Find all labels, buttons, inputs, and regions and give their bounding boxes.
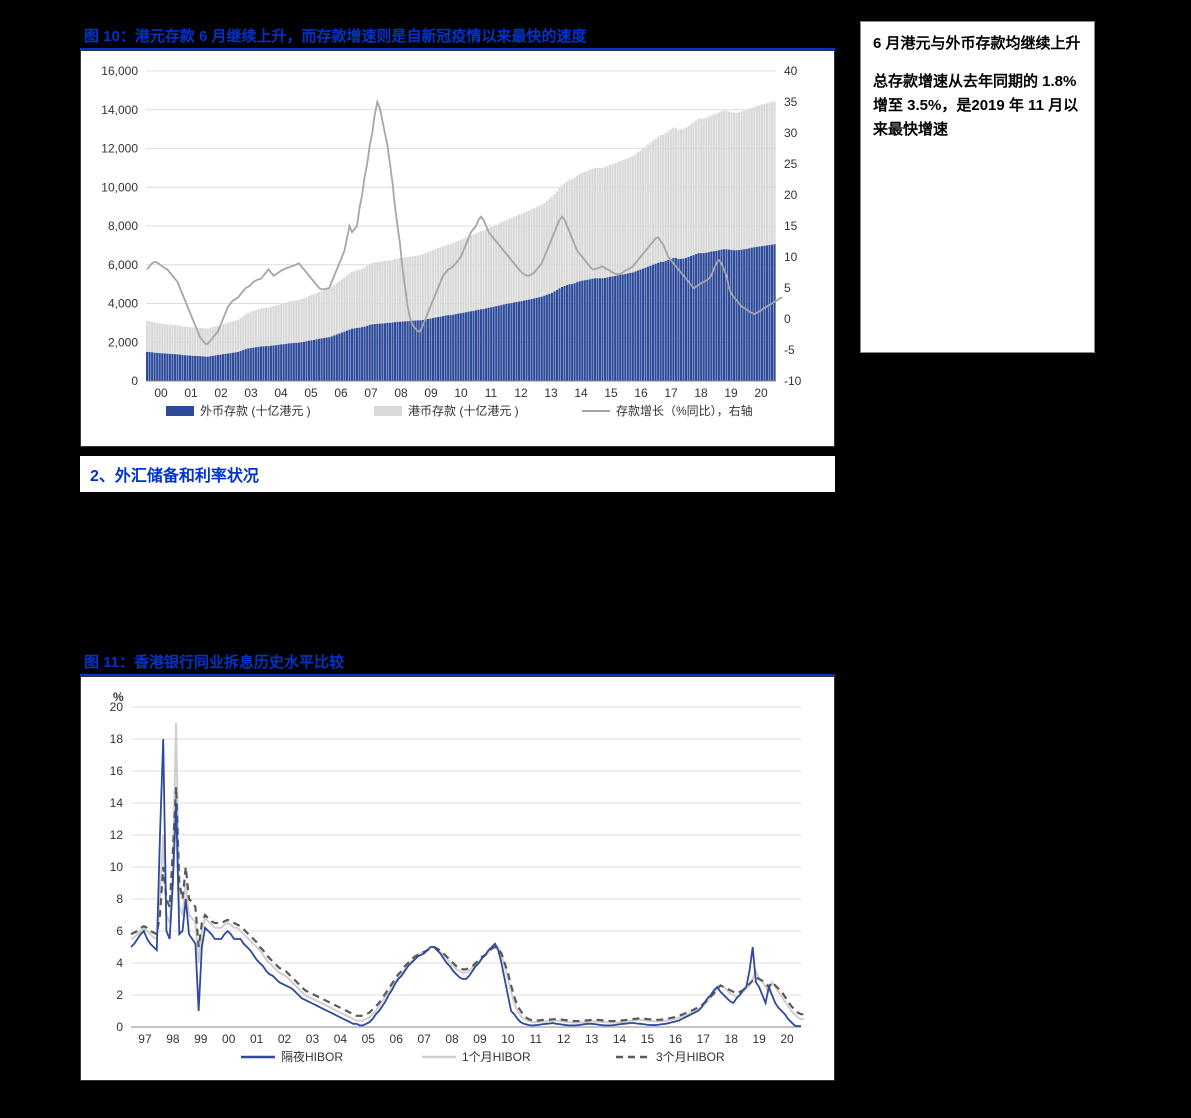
svg-text:16,000: 16,000 [101, 64, 138, 78]
svg-text:04: 04 [334, 1032, 348, 1046]
svg-text:17: 17 [697, 1032, 711, 1046]
chart11-svg: 02468101214161820%9798990001020304050607… [81, 677, 834, 1075]
chart10-container: 图 10：港元存款 6 月继续上升，而存款增速则是自新冠疫情以来最快的速度 02… [80, 21, 835, 447]
svg-text:港币存款 (十亿港元 ): 港币存款 (十亿港元 ) [408, 403, 519, 418]
section2-header-text: 2、外汇储备和利率状况 [90, 468, 259, 485]
svg-text:07: 07 [417, 1032, 431, 1046]
svg-text:98: 98 [166, 1032, 180, 1046]
svg-text:14: 14 [574, 386, 588, 400]
svg-text:04: 04 [274, 386, 288, 400]
svg-text:06: 06 [390, 1032, 404, 1046]
svg-text:2,000: 2,000 [108, 335, 138, 349]
svg-text:09: 09 [473, 1032, 487, 1046]
chart10-svg: 0 2,000 4,000 6,000 8,000 10,000 12,000 14,000 1… [81, 51, 834, 441]
section2-header: 2、外汇储备和利率状况 [80, 456, 835, 492]
svg-text:10: 10 [454, 386, 468, 400]
svg-text:12: 12 [110, 828, 124, 842]
svg-text:05: 05 [304, 386, 318, 400]
svg-text:3个月HIBOR: 3个月HIBOR [656, 1050, 725, 1064]
svg-text:01: 01 [184, 386, 198, 400]
svg-text:08: 08 [445, 1032, 459, 1046]
svg-text:8,000: 8,000 [108, 219, 138, 233]
svg-text:14: 14 [110, 796, 124, 810]
svg-text:外币存款 (十亿港元 ): 外币存款 (十亿港元 ) [200, 403, 311, 418]
svg-text:2: 2 [116, 988, 123, 1002]
svg-text:03: 03 [306, 1032, 320, 1046]
svg-text:14: 14 [613, 1032, 627, 1046]
svg-text:18: 18 [694, 386, 708, 400]
chart11-title: 图 11：香港银行同业拆息历史水平比较 [80, 647, 835, 676]
chart10-box: 0 2,000 4,000 6,000 8,000 10,000 12,000 14,000 1… [80, 50, 835, 447]
svg-text:20: 20 [780, 1032, 794, 1046]
svg-text:6: 6 [116, 924, 123, 938]
sidebar-para2: 总存款增速从去年同期的 1.8%增至 3.5%，是2019 年 11 月以来最快… [873, 70, 1082, 142]
svg-text:10: 10 [501, 1032, 515, 1046]
svg-text:18: 18 [110, 732, 124, 746]
sidebar-para1: 6 月港元与外币存款均继续上升 [873, 32, 1082, 56]
svg-text:20: 20 [754, 386, 768, 400]
svg-text:05: 05 [362, 1032, 376, 1046]
svg-text:35: 35 [784, 95, 798, 109]
svg-text:11: 11 [530, 1032, 543, 1046]
svg-text:15: 15 [784, 219, 798, 233]
svg-text:-10: -10 [784, 374, 802, 388]
svg-text:1个月HIBOR: 1个月HIBOR [462, 1050, 531, 1064]
sidebar-commentary: 6 月港元与外币存款均继续上升 总存款增速从去年同期的 1.8%增至 3.5%，… [860, 21, 1095, 353]
svg-text:99: 99 [194, 1032, 208, 1046]
svg-text:13: 13 [585, 1032, 599, 1046]
svg-text:40: 40 [784, 64, 798, 78]
svg-text:-5: -5 [784, 343, 795, 357]
svg-text:20: 20 [784, 188, 798, 202]
svg-text:02: 02 [214, 386, 228, 400]
svg-text:07: 07 [364, 386, 378, 400]
svg-text:03: 03 [244, 386, 258, 400]
svg-text:12: 12 [557, 1032, 571, 1046]
svg-text:隔夜HIBOR: 隔夜HIBOR [281, 1049, 343, 1064]
chart11-container: 图 11：香港银行同业拆息历史水平比较 02468101214161820%97… [80, 647, 835, 1081]
svg-text:8: 8 [116, 892, 123, 906]
svg-text:97: 97 [138, 1032, 152, 1046]
svg-text:06: 06 [334, 386, 348, 400]
svg-text:25: 25 [784, 157, 798, 171]
svg-text:11: 11 [485, 386, 498, 400]
svg-text:00: 00 [222, 1032, 236, 1046]
svg-text:6,000: 6,000 [108, 258, 138, 272]
svg-text:09: 09 [424, 386, 438, 400]
svg-text:12: 12 [514, 386, 528, 400]
svg-text:10: 10 [110, 860, 124, 874]
chart11-box: 02468101214161820%9798990001020304050607… [80, 676, 835, 1081]
svg-text:0: 0 [784, 312, 791, 326]
svg-text:30: 30 [784, 126, 798, 140]
svg-text:5: 5 [784, 281, 791, 295]
svg-text:10: 10 [784, 250, 798, 264]
svg-text:02: 02 [278, 1032, 292, 1046]
svg-text:0: 0 [116, 1020, 123, 1034]
svg-text:16: 16 [669, 1032, 683, 1046]
svg-text:15: 15 [641, 1032, 655, 1046]
svg-text:18: 18 [725, 1032, 739, 1046]
svg-text:15: 15 [604, 386, 618, 400]
svg-text:19: 19 [752, 1032, 766, 1046]
svg-text:00: 00 [154, 386, 168, 400]
svg-text:14,000: 14,000 [101, 103, 138, 117]
svg-text:01: 01 [250, 1032, 264, 1046]
svg-text:12,000: 12,000 [101, 142, 138, 156]
svg-text:16: 16 [110, 764, 124, 778]
svg-text:0: 0 [131, 374, 138, 388]
chart10-title: 图 10：港元存款 6 月继续上升，而存款增速则是自新冠疫情以来最快的速度 [80, 21, 835, 50]
svg-text:19: 19 [724, 386, 738, 400]
svg-text:10,000: 10,000 [101, 180, 138, 194]
svg-text:13: 13 [544, 386, 558, 400]
svg-text:4,000: 4,000 [108, 297, 138, 311]
svg-text:%: % [113, 690, 124, 704]
svg-text:08: 08 [394, 386, 408, 400]
svg-text:17: 17 [664, 386, 678, 400]
svg-text:16: 16 [634, 386, 648, 400]
svg-text:4: 4 [116, 956, 123, 970]
svg-text:存款增长（%同比），右轴: 存款增长（%同比），右轴 [616, 403, 753, 418]
